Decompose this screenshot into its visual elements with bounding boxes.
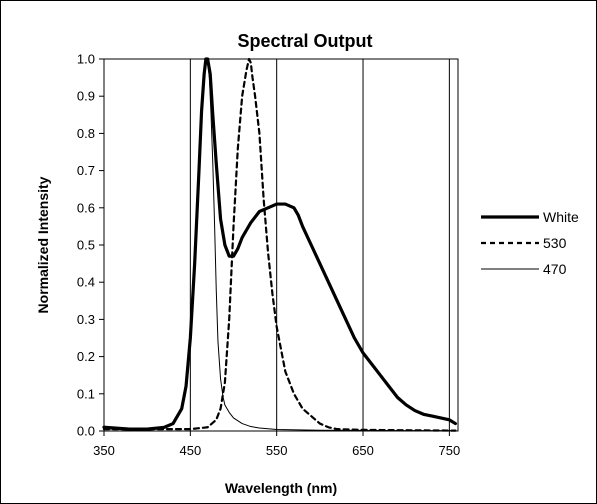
x-tick-label: 650 (352, 443, 374, 458)
y-axis-title: Normalized Intensity (35, 176, 51, 313)
chart-title: Spectral Output (237, 31, 372, 51)
y-tick-label: 0.2 (77, 349, 95, 364)
x-axis-title: Wavelength (nm) (225, 480, 337, 496)
y-tick-label: 0.8 (77, 126, 95, 141)
y-tick-label: 0.1 (77, 386, 95, 401)
legend-label: 530 (543, 235, 567, 251)
series-line-470 (103, 58, 456, 432)
plot-area (103, 58, 459, 432)
series-lines (102, 57, 458, 432)
x-tick-label: 550 (266, 443, 288, 458)
legend-label: 470 (543, 261, 567, 277)
x-tick-label: 350 (93, 443, 115, 458)
y-tick-label: 0.0 (77, 424, 95, 439)
y-tick-label: 0.4 (77, 275, 95, 290)
y-tick-label: 0.3 (77, 312, 95, 327)
x-tick-label: 750 (439, 443, 461, 458)
grid-lines (189, 59, 450, 431)
y-tick-label: 0.5 (77, 238, 95, 253)
y-tick-label: 1.0 (77, 52, 95, 67)
series-line-530 (102, 57, 457, 432)
y-tick-label: 0.7 (77, 163, 95, 178)
legend-label: White (543, 209, 579, 225)
legend: White 530 470 (481, 209, 579, 277)
x-tick-label: 450 (179, 443, 201, 458)
axis-ticks: 350 450 550 650 750 0.0 0.1 0.2 0.3 0.4 0.5 0.6 0.7 0… (77, 52, 460, 459)
y-tick-label: 0.9 (77, 89, 95, 104)
y-tick-label: 0.6 (77, 200, 95, 215)
